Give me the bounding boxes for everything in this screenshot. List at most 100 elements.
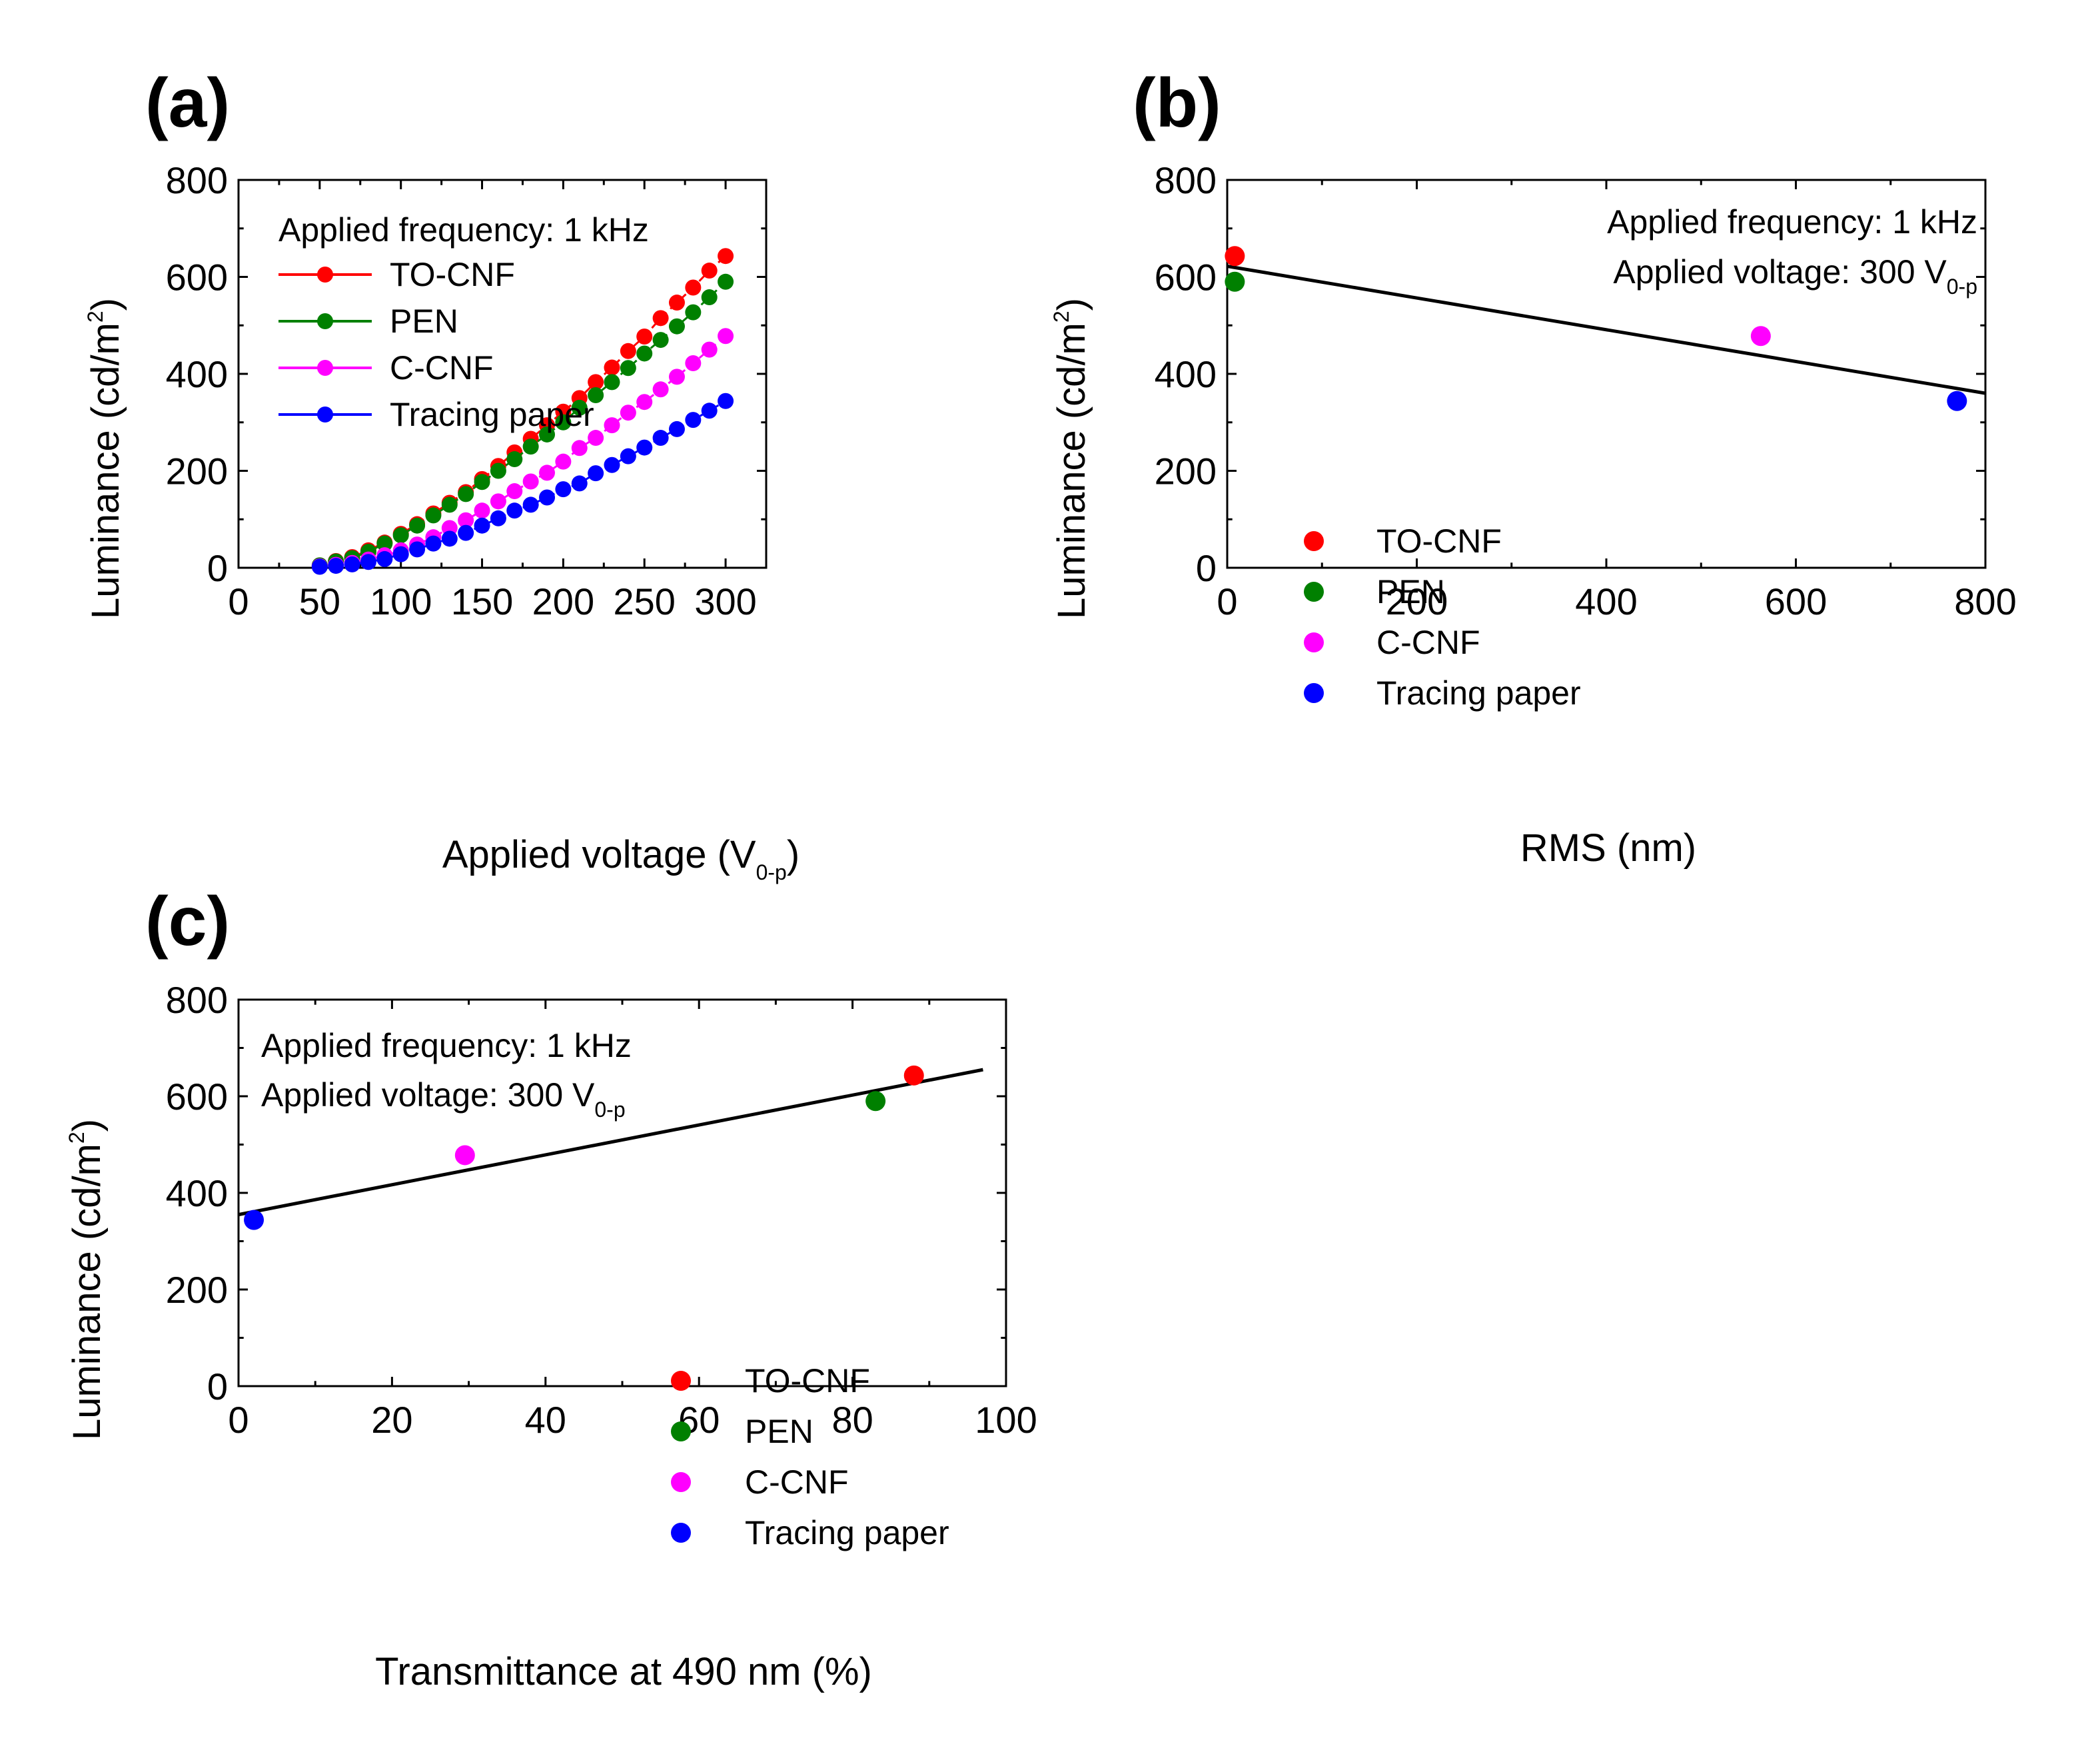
panel-b: (b) 0 200 400 600 800 0 200 400 600 800 Applied f… — [1049, 65, 2017, 870]
data-point-c-cnf — [571, 440, 588, 456]
x-tick-label: 300 — [694, 580, 756, 622]
data-point-tracing-paper — [620, 448, 636, 464]
data-point-tracing-paper — [506, 502, 523, 519]
data-point-tracing-paper — [668, 421, 685, 437]
y-tick-label: 200 — [1155, 450, 1217, 492]
data-point-tracing-paper — [328, 558, 344, 574]
data-point-c-cnf — [522, 473, 539, 490]
data-point-pen — [604, 374, 620, 391]
data-point-c-cnf — [620, 405, 636, 421]
panel-c-annotation-frequency: Applied frequency: 1 kHz — [261, 1027, 632, 1064]
data-point-to-cnf — [636, 328, 653, 345]
panel-a-plot: 0 50 100 150 200 250 300 0 200 400 600 800 — [166, 159, 768, 622]
data-point-c-cnf — [604, 417, 620, 434]
data-point-pen — [685, 304, 702, 321]
x-tick-label: 40 — [525, 1399, 566, 1441]
panel-b-plot: 0 200 400 600 800 0 200 400 600 800 — [1155, 159, 2017, 622]
data-point-tracing-paper — [522, 496, 539, 513]
data-point-c-cnf — [652, 381, 669, 398]
data-point-c-cnf — [458, 512, 474, 528]
fit-line — [1227, 265, 1986, 395]
data-point-pen — [620, 360, 636, 377]
legend-label-pen: PEN — [1376, 573, 1445, 610]
data-point-pen — [392, 527, 409, 544]
data-point-pen — [718, 273, 734, 290]
data-point-pen — [409, 517, 426, 534]
panel-a-ylabel: Luminance (cd/m2) — [83, 298, 127, 619]
data-point-tracing-paper — [490, 510, 506, 526]
data-point-pen — [636, 345, 653, 362]
data-point-c-cnf — [1750, 326, 1771, 347]
data-point-pen — [458, 486, 474, 502]
data-point-to-cnf — [685, 279, 702, 296]
legend-marker-c-cnf — [1304, 632, 1324, 652]
legend-marker-to-cnf — [671, 1371, 691, 1391]
data-point-tracing-paper — [244, 1210, 264, 1230]
panel-b-ylabel: Luminance (cd/m2) — [1049, 298, 1093, 619]
x-tick-label: 100 — [370, 580, 432, 622]
data-point-tracing-paper — [718, 393, 734, 409]
data-point-pen — [441, 496, 458, 513]
x-tick-label: 150 — [451, 580, 513, 622]
panel-b-annotation-voltage: Applied voltage: 300 V0-p — [1613, 253, 1977, 299]
legend-marker-pen — [317, 313, 333, 329]
data-point-c-cnf — [701, 341, 718, 358]
data-point-tracing-paper — [425, 535, 442, 552]
legend-marker-tracing-paper — [671, 1523, 691, 1543]
x-tick-label: 50 — [299, 580, 340, 622]
series-line-c-cnf — [319, 335, 727, 568]
legend-marker-pen — [671, 1421, 691, 1441]
data-point-c-cnf — [718, 328, 734, 345]
data-point-pen — [1225, 271, 1245, 292]
fit-line — [238, 1068, 983, 1217]
legend-marker-c-cnf — [671, 1472, 691, 1492]
x-tick-label: 800 — [1954, 580, 2016, 622]
data-point-pen — [490, 462, 506, 479]
legend-marker-to-cnf — [317, 267, 333, 283]
panel-a-xlabel: Applied voltage (V0-p) — [442, 833, 799, 884]
legend-marker-tracing-paper — [1304, 683, 1324, 703]
data-point-c-cnf — [588, 430, 604, 446]
data-point-tracing-paper — [409, 541, 426, 558]
data-point-c-cnf — [474, 502, 490, 519]
data-point-pen — [506, 451, 523, 468]
panel-c-xlabel: Transmittance at 490 nm (%) — [375, 1650, 872, 1693]
data-point-pen — [474, 474, 490, 490]
panel-c-label: (c) — [145, 883, 230, 960]
legend-label-tracing-paper: Tracing paper — [390, 396, 594, 433]
data-point-tracing-paper — [636, 439, 653, 456]
data-point-tracing-paper — [344, 556, 360, 572]
data-point-c-cnf — [555, 453, 572, 470]
legend-marker-pen — [1304, 582, 1324, 602]
y-tick-label: 200 — [166, 1269, 228, 1311]
legend-label-c-cnf: C-CNF — [745, 1463, 849, 1501]
data-point-to-cnf — [604, 359, 620, 376]
legend-label-tracing-paper: Tracing paper — [745, 1514, 949, 1551]
y-tick-label: 800 — [1155, 159, 1217, 201]
data-point-tracing-paper — [311, 558, 328, 575]
legend-marker-c-cnf — [317, 360, 333, 376]
data-point-to-cnf — [588, 374, 604, 391]
y-tick-label: 0 — [1196, 547, 1217, 589]
legend-label-c-cnf: C-CNF — [1376, 624, 1480, 661]
x-tick-label: 0 — [228, 1399, 249, 1441]
x-tick-label: 200 — [532, 580, 594, 622]
y-tick-label: 400 — [166, 353, 228, 395]
data-point-pen — [865, 1091, 886, 1112]
data-point-pen — [668, 318, 685, 335]
data-point-pen — [571, 399, 588, 416]
data-point-pen — [425, 507, 442, 524]
data-point-tracing-paper — [474, 517, 490, 534]
panel-b-label: (b) — [1133, 65, 1221, 142]
panel-a-annotation: Applied frequency: 1 kHz — [278, 211, 649, 249]
data-point-tracing-paper — [652, 430, 669, 446]
data-point-c-cnf — [490, 493, 506, 510]
x-tick-label: 100 — [975, 1399, 1037, 1441]
data-point-to-cnf — [903, 1065, 924, 1086]
data-point-pen — [522, 438, 539, 455]
x-tick-label: 400 — [1575, 580, 1637, 622]
legend-label-pen: PEN — [390, 303, 458, 340]
